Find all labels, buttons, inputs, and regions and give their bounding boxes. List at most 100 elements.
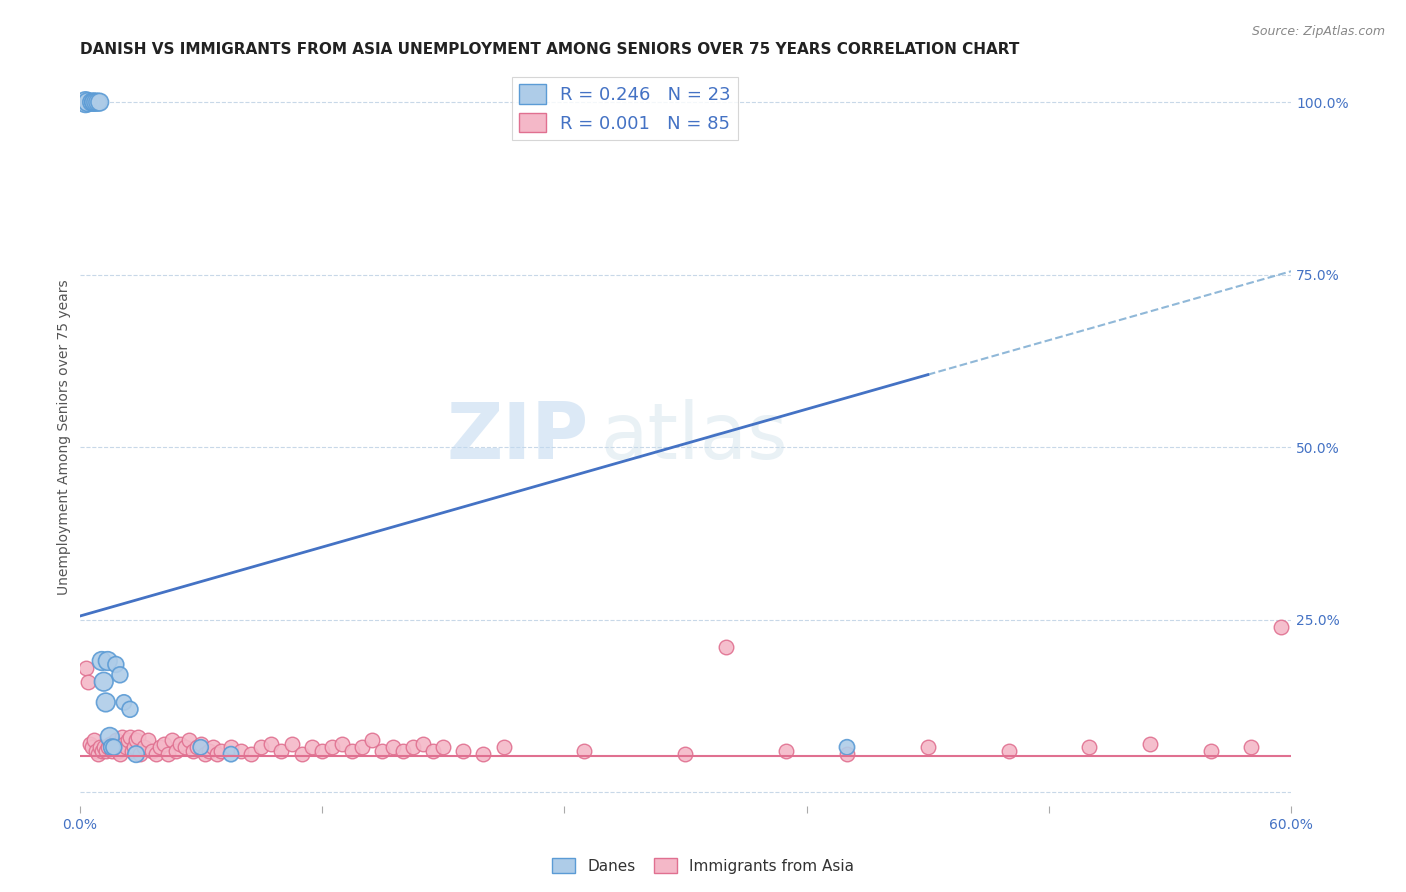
Point xyxy=(412,737,434,751)
Point xyxy=(112,695,135,709)
Point xyxy=(451,744,474,758)
Point xyxy=(86,747,108,761)
Point xyxy=(94,744,117,758)
Point xyxy=(917,740,939,755)
Point xyxy=(391,744,413,758)
Point xyxy=(98,730,121,744)
Point xyxy=(98,737,121,751)
Point xyxy=(997,744,1019,758)
Y-axis label: Unemployment Among Seniors over 75 years: Unemployment Among Seniors over 75 years xyxy=(58,279,72,595)
Point xyxy=(201,740,224,755)
Point xyxy=(111,730,134,744)
Point xyxy=(145,747,167,761)
Point xyxy=(240,747,263,761)
Point xyxy=(76,95,98,110)
Point xyxy=(93,740,115,755)
Point xyxy=(86,95,108,110)
Point xyxy=(181,744,204,758)
Point xyxy=(115,740,138,755)
Point xyxy=(101,740,124,755)
Point xyxy=(340,744,363,758)
Point xyxy=(1078,740,1101,755)
Point xyxy=(291,747,314,761)
Point xyxy=(103,740,125,755)
Point xyxy=(84,95,107,110)
Point xyxy=(166,744,188,758)
Point xyxy=(79,737,101,751)
Point xyxy=(89,740,111,755)
Point xyxy=(83,95,105,110)
Point xyxy=(209,744,232,758)
Point xyxy=(80,740,103,755)
Point xyxy=(1139,737,1161,751)
Point xyxy=(121,744,143,758)
Point xyxy=(422,744,444,758)
Point xyxy=(141,744,163,758)
Point xyxy=(127,730,149,744)
Point xyxy=(149,740,172,755)
Point xyxy=(574,744,596,758)
Point xyxy=(330,737,353,751)
Point xyxy=(129,747,152,761)
Point xyxy=(352,740,374,755)
Text: atlas: atlas xyxy=(600,399,789,475)
Point xyxy=(205,747,228,761)
Point xyxy=(125,733,148,747)
Point xyxy=(472,747,495,761)
Point xyxy=(125,747,148,761)
Point xyxy=(673,747,696,761)
Point xyxy=(190,740,212,755)
Point xyxy=(229,744,252,758)
Point xyxy=(835,747,858,761)
Point xyxy=(101,744,124,758)
Point xyxy=(83,95,105,110)
Point xyxy=(270,744,292,758)
Point xyxy=(1199,744,1222,758)
Point xyxy=(104,657,127,672)
Point xyxy=(90,654,112,668)
Point xyxy=(714,640,737,655)
Text: DANISH VS IMMIGRANTS FROM ASIA UNEMPLOYMENT AMONG SENIORS OVER 75 YEARS CORRELAT: DANISH VS IMMIGRANTS FROM ASIA UNEMPLOYM… xyxy=(80,42,1019,57)
Point xyxy=(1270,619,1292,633)
Point xyxy=(194,747,217,761)
Point xyxy=(97,740,120,755)
Point xyxy=(157,747,180,761)
Point xyxy=(311,744,333,758)
Point xyxy=(112,737,135,751)
Point xyxy=(108,747,131,761)
Point xyxy=(104,733,127,747)
Point xyxy=(835,740,858,755)
Point xyxy=(280,737,302,751)
Point xyxy=(492,740,515,755)
Point xyxy=(162,733,184,747)
Point xyxy=(190,737,212,751)
Point xyxy=(89,95,111,110)
Point xyxy=(103,737,125,751)
Point xyxy=(371,744,394,758)
Point xyxy=(97,654,120,668)
Point xyxy=(107,744,129,758)
Point xyxy=(153,737,176,751)
Point xyxy=(94,695,117,709)
Point xyxy=(361,733,384,747)
Point xyxy=(219,747,242,761)
Point xyxy=(301,740,323,755)
Point xyxy=(775,744,797,758)
Point xyxy=(93,674,115,689)
Point xyxy=(75,661,97,675)
Point xyxy=(197,744,219,758)
Legend: R = 0.246   N = 23, R = 0.001   N = 85: R = 0.246 N = 23, R = 0.001 N = 85 xyxy=(512,77,738,140)
Point xyxy=(136,733,159,747)
Point xyxy=(321,740,343,755)
Text: ZIP: ZIP xyxy=(446,399,589,475)
Point xyxy=(118,730,141,744)
Point xyxy=(108,668,131,682)
Point xyxy=(80,95,103,110)
Point xyxy=(381,740,404,755)
Point xyxy=(83,733,105,747)
Point xyxy=(169,737,191,751)
Point xyxy=(75,95,97,110)
Point xyxy=(173,740,195,755)
Point xyxy=(117,733,139,747)
Point xyxy=(90,744,112,758)
